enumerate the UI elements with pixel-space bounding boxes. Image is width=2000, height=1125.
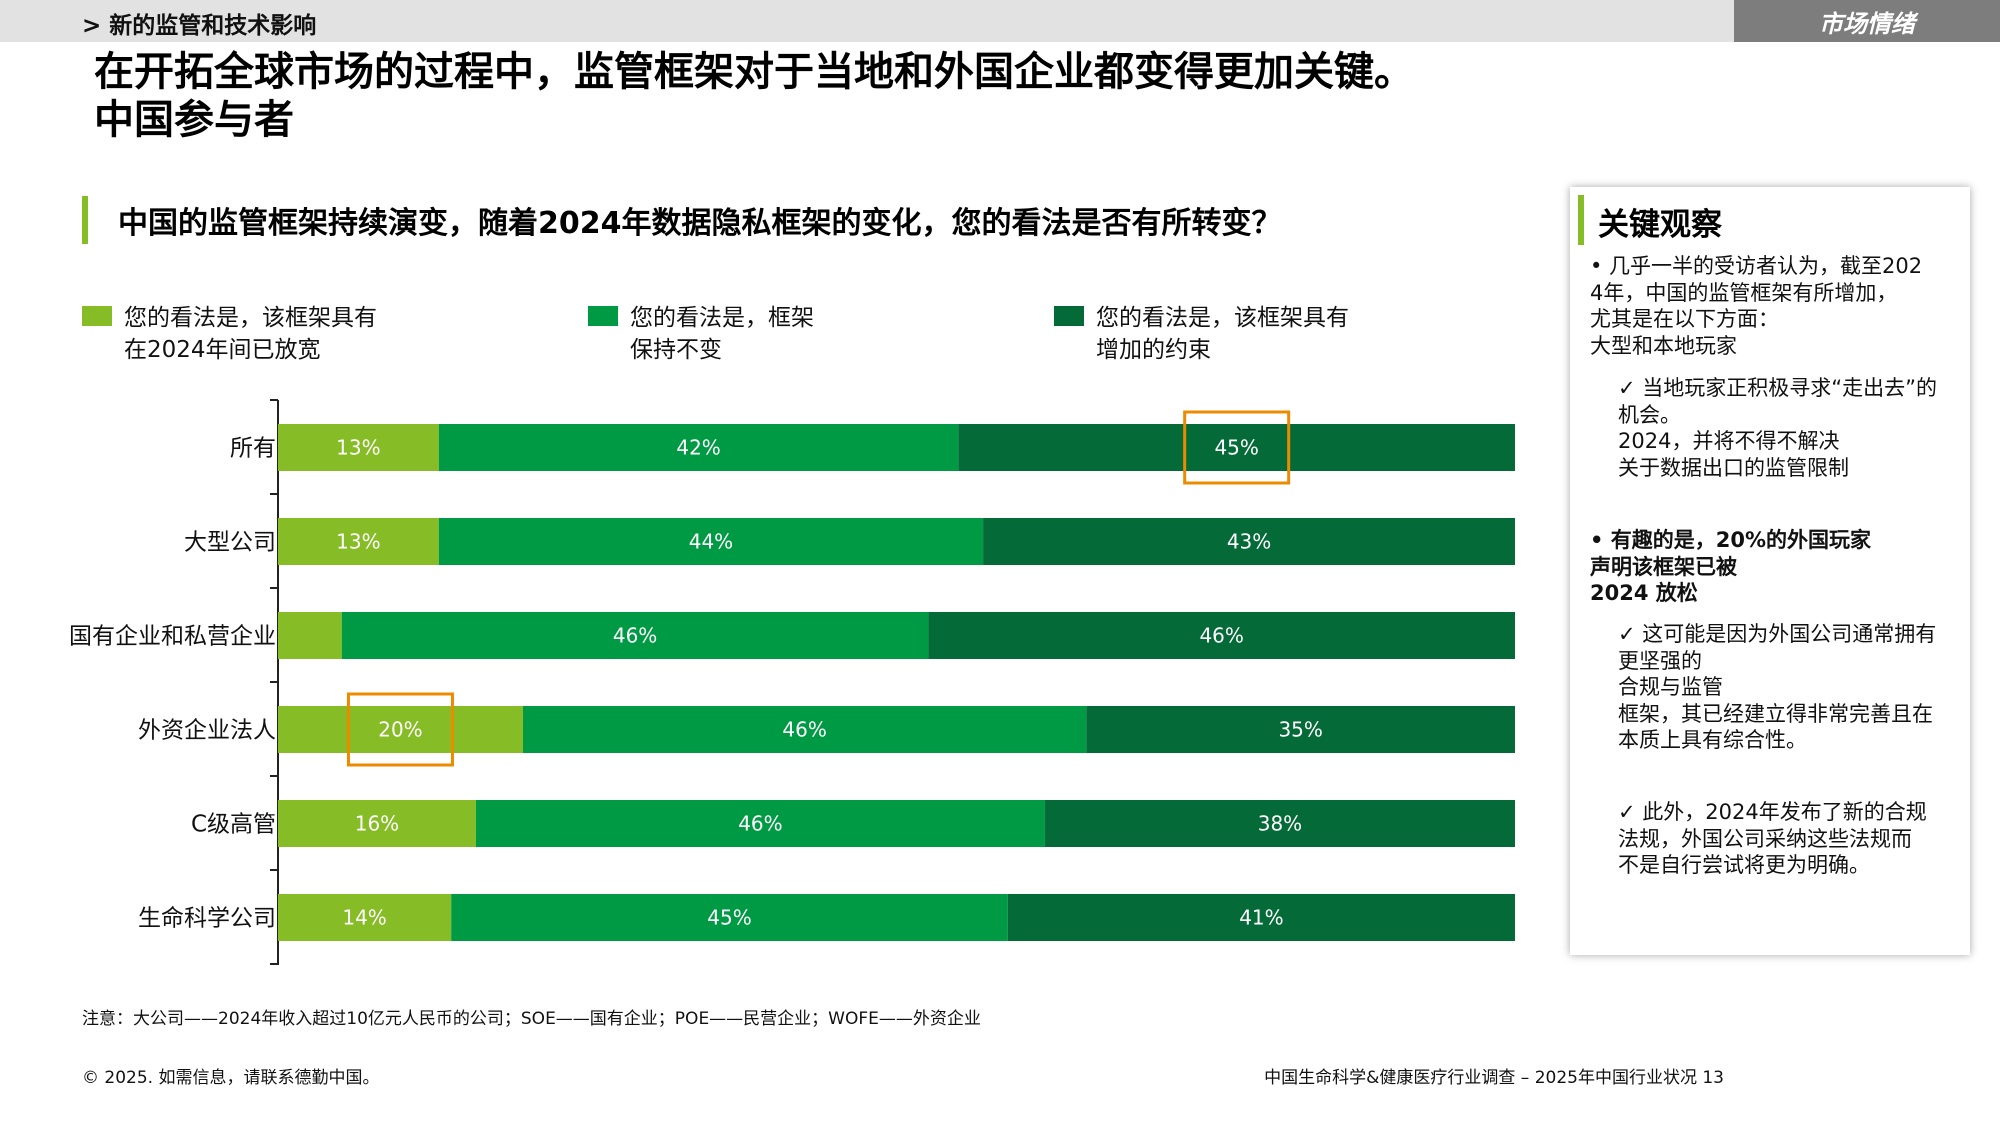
insight-check-1: ✓ 当地玩家正积极寻求“走出去”的 机会。 2024，并将不得不解决 关于数据出…	[1618, 375, 1937, 481]
key-insights-panel: 关键观察 • 几乎一半的受访者认为，截至202 4年，中国的监管框架有所增加， …	[1570, 187, 1970, 955]
bar-value-label: 13%	[336, 436, 380, 460]
insight-check-2-line: 框架，其已经建立得非常完善且在	[1618, 701, 1933, 726]
header-bar	[0, 0, 2000, 42]
insight-check-1-line: 机会。	[1618, 402, 1681, 427]
legend-swatch-relaxed	[82, 306, 112, 326]
legend-label-relaxed-line-1: 您的看法是，该框架具有	[124, 305, 377, 331]
footer-source: 中国生命科学&健康医疗行业调查 – 2025年中国行业状况 13	[1264, 1068, 1724, 1088]
page-title-line-2: 中国参与者	[94, 97, 294, 143]
bar-segment	[278, 518, 439, 565]
bar-value-label: 46%	[1199, 624, 1243, 648]
category-label: 生命科学公司	[138, 906, 276, 932]
category-label: 所有	[230, 436, 276, 462]
insight-check-3-line: 法规，外国公司采纳这些法规而	[1618, 826, 1912, 851]
legend-swatch-increased	[1054, 306, 1084, 326]
bar-segment	[278, 612, 342, 659]
bar-segment	[278, 706, 523, 753]
bar-segment	[983, 518, 1515, 565]
insight-block-2-line: • 有趣的是，20%的外国玩家	[1590, 528, 1871, 552]
insight-check-3: ✓ 此外，2024年发布了新的合规 法规，外国公司采纳这些法规而 不是自行尝试将…	[1618, 799, 1927, 879]
legend-swatch-unchanged	[588, 306, 618, 326]
bar-value-label: 16%	[355, 812, 399, 836]
bar-value-label: 46%	[613, 624, 657, 648]
insight-block-1-line: • 几乎一半的受访者认为，截至202	[1590, 254, 1923, 278]
insight-block-2-line: 声明该框架已被	[1590, 554, 1737, 579]
copyright-text: © 2025. 如需信息，请联系德勤中国。	[82, 1068, 380, 1088]
legend-label-unchanged-line-2: 保持不变	[630, 337, 722, 363]
insights-title: 关键观察	[1598, 207, 1722, 243]
insight-check-2-line: ✓ 这可能是因为外国公司通常拥有	[1618, 622, 1937, 646]
bar-segment	[958, 424, 1515, 471]
insight-check-2-line: 本质上具有综合性。	[1618, 728, 1807, 752]
bar-value-label: 43%	[1227, 530, 1271, 554]
bar-value-label: 46%	[782, 718, 826, 742]
bar-value-label: 45%	[1214, 436, 1258, 460]
insight-block-1-line: 尤其是在以下方面：	[1590, 307, 1779, 331]
bar-segment	[438, 424, 959, 471]
legend-label-increased-line-2: 增加的约束	[1096, 337, 1211, 363]
insight-block-1-line: 大型和本地玩家	[1590, 333, 1737, 358]
bar-segment	[1007, 894, 1515, 941]
bar-value-label: 46%	[738, 812, 782, 836]
section-breadcrumb[interactable]: > 新的监管和技术影响	[82, 13, 317, 39]
insight-check-3-line: 不是自行尝试将更为明确。	[1618, 853, 1870, 877]
legend-item-unchanged: 您的看法是，框架 保持不变	[588, 302, 814, 366]
bar-value-label: 38%	[1258, 812, 1302, 836]
bar-segment	[475, 800, 1045, 847]
question-accent-bar	[82, 196, 88, 244]
insight-block-2-line: 2024 放松	[1590, 581, 1698, 605]
bar-value-label: 20%	[378, 718, 422, 742]
insight-check-2: ✓ 这可能是因为外国公司通常拥有 更坚强的 合规与监管 框架，其已经建立得非常完…	[1618, 621, 1936, 754]
bar-value-label: 42%	[676, 436, 720, 460]
bar-segment	[278, 894, 452, 941]
insight-block-2: • 有趣的是，20%的外国玩家 声明该框架已被 2024 放松	[1590, 527, 1871, 607]
category-label: 外资企业法人	[138, 718, 276, 744]
insight-block-1-line: 4年，中国的监管框架有所增加，	[1590, 280, 1898, 305]
bar-value-label: 45%	[707, 906, 751, 930]
legend-label-increased-line-1: 您的看法是，该框架具有	[1096, 305, 1349, 331]
bar-value-label: 41%	[1239, 906, 1283, 930]
page-title: 在开拓全球市场的过程中，监管框架对于当地和外国企业都变得更加关键。 中国参与者	[94, 48, 1414, 144]
insight-check-1-line: 关于数据出口的监管限制	[1618, 455, 1849, 480]
highlight-box	[1183, 410, 1291, 485]
bar-segment	[278, 800, 476, 847]
bar-segment	[928, 612, 1515, 659]
legend-label-unchanged-line-1: 您的看法是，框架	[630, 305, 814, 331]
legend-item-relaxed: 您的看法是，该框架具有 在2024年间已放宽	[82, 302, 377, 366]
bar-segment	[451, 894, 1008, 941]
market-sentiment-tag: 市场情绪	[1734, 0, 2000, 42]
insights-accent-bar	[1578, 195, 1584, 245]
insight-check-2-line: 合规与监管	[1618, 675, 1723, 699]
survey-question: 中国的监管框架持续演变，随着2024年数据隐私框架的变化，您的看法是否有所转变？	[118, 206, 1282, 241]
stacked-bar-chart: 13% 42% 45% 所有 13% 44% 43% 大型公司 46% 46% 国有企业和私营企业 2…	[69, 399, 1515, 965]
insight-check-1-line: ✓ 当地玩家正积极寻求“走出去”的	[1618, 376, 1938, 400]
bar-segment	[1086, 706, 1515, 753]
insight-block-1: • 几乎一半的受访者认为，截至202 4年，中国的监管框架有所增加， 尤其是在以…	[1590, 253, 1922, 359]
category-label: C级高管	[191, 812, 276, 838]
bar-segment	[522, 706, 1087, 753]
legend-item-increased: 您的看法是，该框架具有 增加的约束	[1054, 302, 1349, 366]
bar-segment	[438, 518, 984, 565]
category-label: 国有企业和私营企业	[69, 624, 276, 650]
category-label: 大型公司	[184, 530, 276, 556]
bar-value-label: 44%	[689, 530, 733, 554]
insight-check-1-line: 2024，并将不得不解决	[1618, 429, 1840, 453]
bar-segment	[341, 612, 929, 659]
bar-value-label: 14%	[342, 906, 386, 930]
bar-segment	[278, 424, 439, 471]
bar-value-label: 35%	[1278, 718, 1322, 742]
bar-value-label: 13%	[336, 530, 380, 554]
chart-footnote: 注意：大公司——2024年收入超过10亿元人民币的公司；SOE——国有企业；PO…	[82, 1009, 981, 1029]
page-title-line-1: 在开拓全球市场的过程中，监管框架对于当地和外国企业都变得更加关键。	[94, 49, 1414, 95]
insight-check-2-line: 更坚强的	[1618, 648, 1702, 673]
insight-check-3-line: ✓ 此外，2024年发布了新的合规	[1618, 800, 1927, 824]
legend-label-relaxed-line-2: 在2024年间已放宽	[124, 337, 321, 363]
bar-segment	[1044, 800, 1515, 847]
highlight-box	[346, 692, 454, 767]
